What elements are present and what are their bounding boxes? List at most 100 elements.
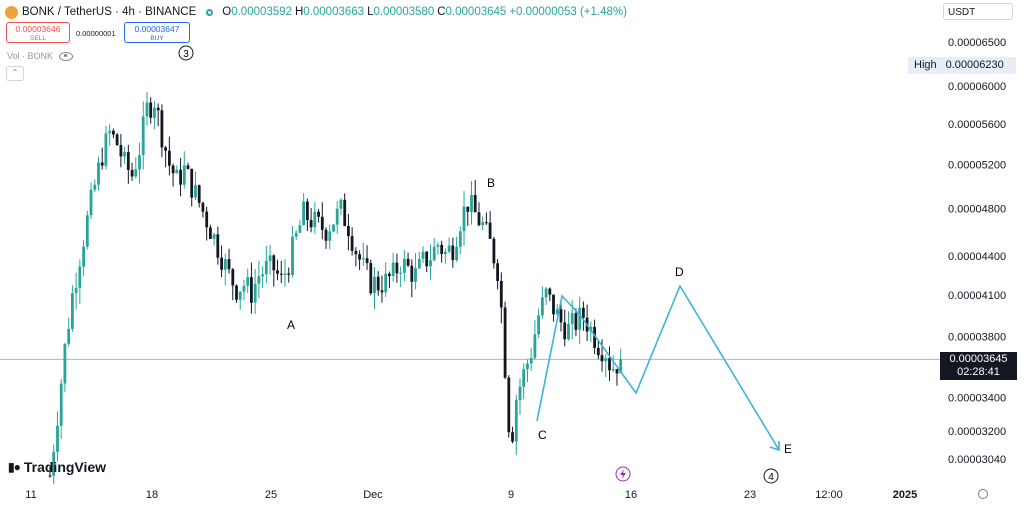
- wave-label-e: E: [784, 442, 792, 456]
- candle: [205, 206, 209, 241]
- open-value: 0.00003592: [231, 6, 292, 18]
- tradingview-logo[interactable]: ▮● TradingView: [8, 459, 106, 475]
- price-axis[interactable]: 0.00006500 0.00006000 0.00005600 0.00005200…: [948, 37, 1006, 466]
- candle: [358, 250, 361, 270]
- y-tick-label: 0.00003040: [948, 454, 1006, 466]
- candle: [552, 294, 555, 322]
- candle: [104, 125, 108, 170]
- change-value: +0.00000053 (+1.48%): [509, 6, 627, 18]
- x-tick-label: 25: [265, 489, 277, 501]
- candle: [175, 165, 179, 174]
- candle: [555, 304, 559, 315]
- candle: [190, 168, 194, 207]
- candle: [59, 378, 63, 439]
- x-tick-label: 12:00: [815, 489, 843, 501]
- candle: [48, 466, 52, 478]
- circled-label-4-ring: [763, 468, 779, 484]
- candle: [235, 284, 238, 303]
- time-axis[interactable]: 11 18 25 Dec 9 16 23 12:00 2025: [25, 489, 917, 501]
- y-tick-label: 0.00003400: [948, 393, 1006, 405]
- sell-button[interactable]: 0.00003646 SELL: [6, 22, 70, 43]
- candle: [470, 181, 473, 225]
- close-label: C: [437, 6, 446, 18]
- sell-price: 0.00003646: [15, 24, 61, 34]
- candle: [145, 92, 149, 126]
- circled-label-3: 3: [183, 49, 189, 60]
- candle: [432, 238, 436, 262]
- tradingview-wordmark: TradingView: [23, 459, 107, 475]
- candle: [231, 268, 235, 301]
- candle: [410, 259, 414, 298]
- candle: [596, 339, 600, 360]
- candle: [141, 101, 145, 170]
- candle: [499, 272, 503, 324]
- candle: [126, 144, 130, 184]
- candle: [242, 279, 246, 301]
- candle: [317, 208, 320, 223]
- candle: [67, 317, 71, 347]
- buy-button[interactable]: 0.00003647 BUY: [124, 22, 190, 43]
- flash-icon[interactable]: [615, 466, 631, 482]
- candle: [608, 346, 611, 381]
- candle: [444, 248, 447, 264]
- candle: [425, 251, 429, 273]
- low-value: 0.00003580: [373, 6, 435, 18]
- x-tick-label: 18: [146, 489, 158, 501]
- candle: [403, 250, 406, 282]
- candle: [458, 226, 462, 254]
- candle: [548, 287, 552, 302]
- candle: [209, 224, 212, 239]
- x-tick-label: 16: [625, 489, 637, 501]
- candle: [574, 308, 578, 337]
- high-marker-label: High: [914, 59, 937, 71]
- settings-icon[interactable]: [978, 489, 988, 499]
- high-value: 0.00003663: [303, 6, 365, 18]
- candle: [291, 226, 294, 278]
- candle: [507, 375, 511, 438]
- candle: [160, 104, 164, 158]
- collapse-legend-button[interactable]: ⌃: [6, 66, 24, 81]
- candle: [541, 286, 544, 319]
- high-marker-value: 0.00006230: [945, 59, 1004, 71]
- candle: [182, 151, 186, 189]
- candle: [604, 354, 608, 378]
- currency-select[interactable]: USDT: [943, 3, 1013, 20]
- candle: [332, 224, 335, 233]
- candle: [186, 162, 190, 170]
- candle: [171, 163, 175, 187]
- y-tick-label: 0.00006000: [948, 81, 1006, 93]
- eye-icon[interactable]: [59, 51, 74, 61]
- volume-legend[interactable]: Vol · BONK: [7, 51, 74, 61]
- candle: [246, 268, 250, 293]
- candle: [283, 259, 287, 287]
- sell-label: SELL: [30, 35, 46, 42]
- candle: [261, 266, 264, 288]
- candle: [514, 394, 518, 456]
- candle: [179, 158, 182, 197]
- candle: [339, 198, 343, 216]
- circled-label-4: 4: [768, 472, 774, 483]
- bar-countdown: 02:28:41: [957, 366, 1000, 378]
- candle: [149, 97, 153, 124]
- candle: [168, 136, 171, 176]
- x-tick-label: Dec: [363, 489, 383, 501]
- candle: [361, 242, 365, 266]
- candle: [74, 272, 78, 310]
- candle: [496, 259, 499, 290]
- candle: [473, 180, 477, 213]
- candle: [138, 142, 141, 184]
- candle: [481, 216, 485, 231]
- candle: [455, 236, 458, 262]
- candle: [223, 253, 227, 286]
- close-value: 0.00003645: [445, 6, 507, 18]
- candle: [52, 444, 56, 485]
- candle: [212, 232, 216, 246]
- x-tick-label: 9: [508, 489, 514, 501]
- candle: [268, 245, 272, 275]
- x-tick-label: 23: [744, 489, 756, 501]
- candle: [492, 236, 496, 269]
- symbol-title[interactable]: BONK / TetherUS · 4h · BINANCE: [22, 6, 197, 18]
- candle: [436, 242, 440, 255]
- spread-value: 0.00000001: [76, 29, 116, 38]
